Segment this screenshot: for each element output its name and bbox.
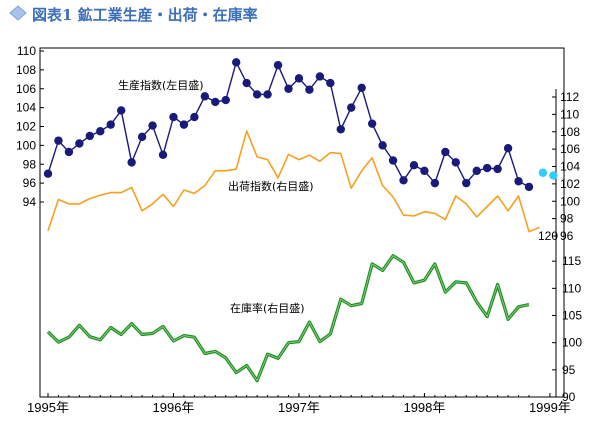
right-upper-axis-label: 96	[560, 229, 574, 243]
production-point	[242, 78, 251, 88]
title-diamond-icon	[9, 5, 27, 21]
production-point	[472, 166, 481, 176]
production-point	[158, 150, 168, 160]
production-point	[357, 83, 366, 93]
right-lower-axis-label: 110	[562, 281, 581, 295]
right-upper-axis-label: 106	[560, 142, 580, 156]
forecast-point	[538, 168, 548, 177]
production-point	[378, 141, 387, 150]
left-axis-label: 104	[16, 101, 36, 115]
right-upper-axis-label: 98	[560, 212, 574, 226]
production-point	[43, 169, 53, 178]
production-point	[127, 158, 136, 167]
left-axis-label: 98	[23, 157, 37, 171]
production-point	[232, 58, 241, 67]
left-axis-label: 94	[23, 195, 37, 209]
inventory-line-inner	[47, 255, 530, 382]
production-point	[64, 147, 74, 157]
right-upper-axis-label: 110	[560, 107, 579, 121]
right-upper-axis-label: 100	[560, 194, 580, 208]
label-production: 生産指数(左目盛)	[118, 78, 204, 92]
production-point	[211, 97, 220, 107]
right-lower-axis-label: 100	[562, 336, 582, 350]
production-point	[179, 120, 189, 129]
production-point	[96, 127, 105, 136]
production-point	[399, 176, 408, 185]
left-axis-label: 96	[23, 176, 37, 190]
production-point	[315, 72, 325, 81]
right-lower-axis-label: 95	[562, 363, 576, 377]
inventory-line-outer	[46, 254, 530, 383]
series-layer	[43, 58, 558, 383]
production-point	[493, 164, 502, 174]
production-point	[524, 182, 534, 192]
production-point	[75, 139, 84, 148]
production-point	[85, 131, 95, 141]
right-upper-axis-label: 108	[560, 125, 580, 139]
production-point	[451, 158, 461, 167]
x-axis-label: 1995年	[27, 400, 69, 415]
production-point	[263, 90, 272, 99]
production-point	[284, 84, 293, 93]
production-point	[116, 106, 126, 115]
production-point	[221, 95, 230, 105]
right-upper-axis-label: 102	[560, 177, 580, 191]
label-shipments: 出荷指数(右目盛)	[228, 179, 314, 193]
right-upper-axis-label: 104	[560, 160, 580, 174]
chart-title-group: 図表1 鉱工業生産・出荷・在庫率	[9, 5, 258, 24]
shipments-line	[47, 130, 540, 233]
left-axis-label: 106	[16, 82, 36, 96]
production-point	[336, 125, 345, 134]
production-point	[441, 147, 450, 157]
right-lower-axis-label: 105	[562, 309, 582, 323]
left-axis-label: 102	[16, 120, 36, 134]
label-inventory: 在庫率(右目盛)	[230, 301, 305, 315]
x-axis-label: 1998年	[403, 400, 445, 415]
production-point	[294, 74, 304, 83]
production-point	[252, 90, 262, 99]
forecast-point	[549, 171, 558, 180]
x-axis-label: 1999年	[529, 400, 571, 415]
left-axis-label: 110	[17, 44, 36, 58]
production-point	[106, 120, 115, 129]
production-point	[169, 112, 178, 122]
left-axis-label: 108	[16, 63, 36, 77]
production-point	[200, 92, 210, 101]
left-axis-label: 100	[16, 138, 36, 152]
right-lower-axis-label: 90	[562, 390, 576, 404]
production-point	[54, 136, 63, 145]
production-point	[409, 160, 419, 170]
plot-frame	[39, 47, 565, 398]
production-point	[305, 85, 314, 94]
production-point	[190, 112, 199, 122]
chart-title: 図表1 鉱工業生産・出荷・在庫率	[32, 6, 258, 24]
production-point	[367, 119, 377, 128]
production-point	[482, 163, 492, 173]
production-point	[148, 121, 157, 130]
production-point	[388, 156, 398, 165]
production-point	[503, 144, 513, 153]
x-axis-label: 1996年	[153, 400, 195, 415]
right-lower-axis-label: 115	[562, 254, 581, 268]
production-point	[137, 132, 147, 142]
production-point	[430, 178, 440, 188]
right-lower-axis-top-label: 120	[538, 229, 558, 243]
production-point	[347, 103, 356, 112]
x-axis-label: 1997年	[278, 400, 320, 415]
production-point	[420, 166, 429, 176]
production-point	[273, 60, 283, 70]
production-point	[326, 78, 335, 88]
production-point	[514, 177, 523, 186]
production-point	[462, 178, 471, 188]
right-upper-axis-label: 112	[560, 90, 579, 104]
axes: 94 96 98 100 102 104 106 108 110 96 98 100 102 104 106…	[16, 44, 582, 415]
